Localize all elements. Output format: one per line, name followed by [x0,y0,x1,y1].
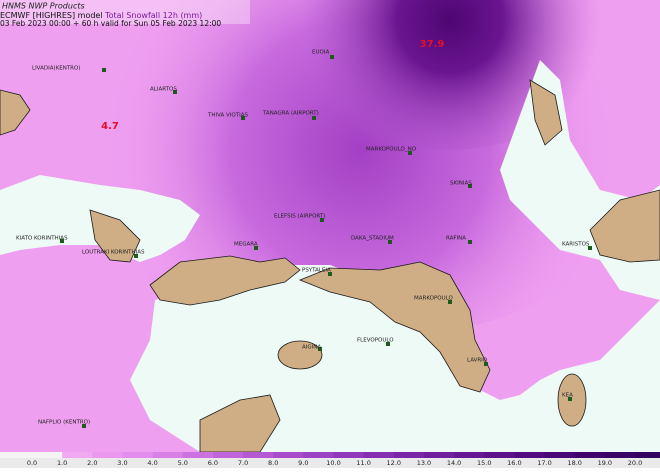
station-marker [408,151,412,155]
colorbar-swatch [152,452,184,458]
colorbar-label: 1.0 [57,459,67,467]
colorbar-swatch [62,452,93,458]
colorbar-label: 19.0 [598,459,612,467]
agency: HNMS NWP Products [2,2,85,11]
colorbar-label: 6.0 [208,459,218,467]
station-marker [60,239,64,243]
colorbar-label: 11.0 [356,459,370,467]
colorbar-label: 20.0 [628,459,642,467]
colorbar-swatch [303,452,334,458]
station-label: LAVRIO [467,358,488,364]
station-marker [484,362,488,366]
station-label: ELEFSIS (AIRPORT) [274,214,325,220]
colorbar-swatch [32,452,63,458]
station-label: DAKA_STADIUM [351,236,394,242]
colorbar-swatch [514,452,546,458]
station-marker [448,300,452,304]
validity: 03 Feb 2023 00:00 + 60 h valid for Sun 0… [0,19,221,28]
colorbar-swatch [273,452,304,458]
station-marker [468,240,472,244]
extreme-value: 4.7 [101,121,119,132]
colorbar-swatch [182,452,214,458]
colorbar-swatch [574,452,606,458]
station-label: MARKOPOULO_NO [366,147,417,153]
colorbar-swatch [212,452,244,458]
colorbar-swatch [122,452,154,458]
station-marker [318,347,322,351]
station-label: LOUTRAKI KORINTHIAS [82,250,145,256]
model-name: ECMWF [HIGHRES] model [0,11,103,20]
colorbar-swatch [604,452,636,458]
station-label: SKINIAS [450,181,472,187]
colorbar-label: 5.0 [178,459,188,467]
colorbar-swatch [423,452,455,458]
station-label: KARISTOS [562,242,590,248]
station-marker [254,246,258,250]
station-marker [328,272,332,276]
station-label: THIVA VIOTIAS [207,113,248,119]
colorbar-label: 0.0 [27,459,37,467]
colorbar-swatch [333,452,365,458]
colorbar-swatch [363,452,395,458]
field-name: Total Snowfall 12h (mm) [104,11,202,20]
colorbar-label: 16.0 [507,459,521,467]
colorbar-label: 18.0 [567,459,581,467]
colorbar-swatch [92,452,123,458]
station-label: PSYTALEIA [302,268,331,274]
station-marker [386,342,390,346]
colorbar-label: 15.0 [477,459,491,467]
station-marker [588,246,592,250]
station-label: MEGARA [234,242,258,248]
station-marker [102,68,106,72]
colorbar-swatch [484,452,515,458]
colorbar-swatch [0,452,32,458]
station-label: NAFPLIO (KENTRO) [38,420,90,426]
station-marker [241,116,245,120]
station-label: RAFINA [446,236,466,242]
station-marker [320,218,324,222]
colorbar-swatch [635,452,660,458]
station-marker [330,55,334,59]
colorbar-label: 14.0 [447,459,461,467]
station-label: MARKOPOULO [414,296,454,302]
colorbar-label: 17.0 [537,459,551,467]
station-label: ALIARTOS [150,87,177,93]
model: ECMWF [HIGHRES] model Total Snowfall 12h… [0,11,202,20]
station-label: EUOIA [312,50,329,56]
colorbar-label: 8.0 [268,459,278,467]
station-marker [568,397,572,401]
header-backdrop [0,0,250,24]
station-marker [312,116,316,120]
station-label: TANAGRA (AIRPORT) [262,111,319,117]
colorbar-label: 3.0 [117,459,127,467]
station-marker [388,240,392,244]
colorbar-swatch [243,452,274,458]
colorbar-swatch [393,452,425,458]
colorbar-label: 4.0 [147,459,157,467]
station-label: AIGINA [302,345,321,351]
station-label: KEA [562,393,573,399]
station-label: LIVADIA(KENTRO) [32,66,80,72]
station-marker [468,184,472,188]
station-label: KIATO KORINTHIAS [16,236,68,242]
station-marker [134,254,138,258]
colorbar-label: 2.0 [87,459,97,467]
colorbar-label: 9.0 [298,459,308,467]
colorbar-swatch [454,452,485,458]
station-marker [82,424,86,428]
land [0,79,660,453]
station-marker [173,90,177,94]
extreme-value: 37.9 [420,39,445,50]
station-label: FLEVOPOULO [357,338,394,344]
colorbar-label: 13.0 [417,459,431,467]
colorbar-label: 10.0 [326,459,340,467]
colorbar-label: 7.0 [238,459,248,467]
colorbar-swatch [544,452,576,458]
colorbar-label: 12.0 [387,459,401,467]
